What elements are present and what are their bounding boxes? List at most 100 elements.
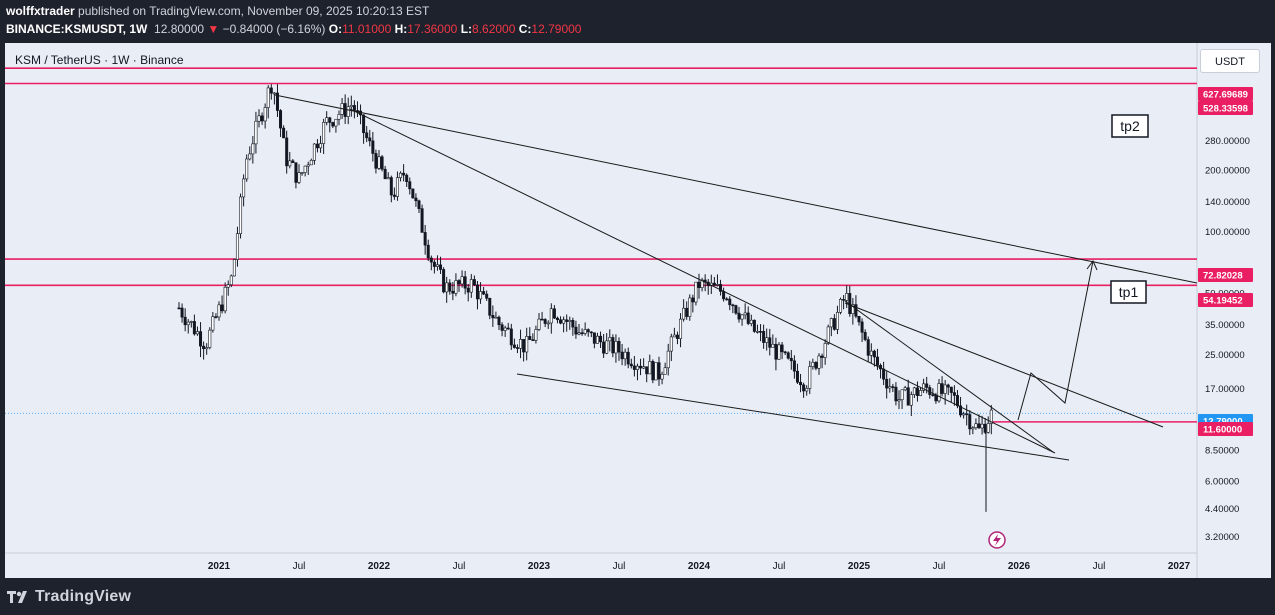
y-tick-label: 8.50000 bbox=[1205, 445, 1239, 456]
candle-body bbox=[500, 324, 504, 331]
trendline-upper[interactable] bbox=[274, 94, 1198, 284]
candle-body bbox=[875, 356, 879, 366]
candle-body bbox=[525, 336, 529, 353]
candle-body bbox=[611, 337, 615, 354]
currency-selector[interactable]: USDT bbox=[1200, 49, 1260, 73]
candle-body bbox=[346, 106, 350, 117]
price-label-box bbox=[1198, 293, 1253, 307]
last-price: 12.80000 bbox=[154, 22, 205, 36]
candle-body bbox=[285, 137, 289, 167]
candle-body bbox=[731, 304, 735, 307]
close-value: 12.79000 bbox=[531, 22, 582, 36]
candle-body bbox=[395, 177, 399, 197]
candle-body bbox=[405, 174, 409, 182]
trendline-fast[interactable] bbox=[844, 300, 1054, 453]
candle-body bbox=[835, 312, 839, 330]
candle-body bbox=[574, 326, 578, 335]
open-value: 11.01000 bbox=[342, 22, 392, 36]
candle-body bbox=[217, 304, 221, 318]
candle-body bbox=[294, 162, 298, 183]
candle-body bbox=[842, 299, 846, 301]
y-tick-label: 6.00000 bbox=[1205, 476, 1239, 487]
candle-body bbox=[211, 316, 215, 331]
lightning-glyph bbox=[993, 534, 1001, 546]
y-tick-label: 280.00000 bbox=[1205, 136, 1250, 147]
candle-body bbox=[266, 87, 270, 108]
candle-body bbox=[688, 297, 692, 317]
candle-body bbox=[592, 332, 596, 344]
candle-body bbox=[183, 316, 187, 326]
candle-body bbox=[220, 304, 224, 312]
trendline-support[interactable] bbox=[516, 373, 1070, 461]
candle-body bbox=[952, 392, 956, 396]
candle-body bbox=[802, 384, 806, 392]
candle-body bbox=[617, 341, 621, 353]
candle-body bbox=[223, 286, 227, 312]
candle-body bbox=[469, 279, 473, 293]
y-tick-label: 140.00000 bbox=[1205, 197, 1250, 208]
candle-body bbox=[442, 269, 446, 293]
candle-body bbox=[235, 233, 239, 260]
annotation-tp2: tp2 bbox=[1120, 118, 1140, 134]
candle-body bbox=[728, 298, 732, 306]
candle-body bbox=[512, 344, 516, 348]
tradingview-brand[interactable]: TradingView bbox=[35, 588, 132, 605]
candle-body bbox=[186, 321, 190, 326]
trendline-resistance[interactable] bbox=[844, 302, 1164, 428]
candle-body bbox=[897, 399, 901, 402]
candle-body bbox=[386, 177, 390, 180]
candle-body bbox=[328, 117, 332, 123]
candle-body bbox=[725, 298, 729, 301]
ohlc-line: BINANCE:KSMUSDT, 1W 12.80000 ▼ −0.84000 … bbox=[6, 22, 581, 36]
candle-body bbox=[694, 281, 698, 303]
candle-body bbox=[768, 337, 772, 348]
candle-body bbox=[562, 319, 566, 324]
candle-body bbox=[282, 127, 286, 139]
candle-body bbox=[549, 308, 553, 324]
candle-body bbox=[968, 414, 972, 430]
candle-body bbox=[851, 304, 855, 314]
candle-body bbox=[912, 387, 916, 395]
candle-body bbox=[257, 115, 261, 122]
candle-body bbox=[275, 92, 279, 111]
candle-body bbox=[343, 103, 347, 117]
x-tick-label: 2022 bbox=[368, 561, 391, 572]
candle-body bbox=[789, 357, 793, 362]
candle-body bbox=[380, 156, 384, 170]
candle-body bbox=[466, 287, 470, 293]
candle-body bbox=[192, 321, 196, 335]
candle-body bbox=[472, 279, 476, 286]
chart-canvas[interactable]: 400.00000280.00000200.00000140.00000100.… bbox=[5, 43, 1271, 578]
candle-body bbox=[774, 343, 778, 360]
candle-body bbox=[260, 115, 264, 122]
candle-body bbox=[860, 321, 864, 333]
candle-body bbox=[543, 319, 547, 324]
candle-body bbox=[866, 339, 870, 356]
projection-path[interactable] bbox=[1017, 260, 1094, 421]
candle-body bbox=[931, 394, 935, 396]
candle-body bbox=[522, 339, 526, 353]
candle-body bbox=[826, 326, 830, 344]
candle-body bbox=[620, 351, 624, 360]
candle-body bbox=[488, 297, 492, 316]
y-tick-label: 4.40000 bbox=[1205, 504, 1239, 515]
candle-body bbox=[799, 381, 803, 386]
trendline-mid[interactable] bbox=[349, 108, 1056, 454]
price-label-box bbox=[1198, 87, 1253, 101]
candle-body bbox=[297, 172, 301, 183]
candle-body bbox=[697, 281, 701, 288]
annotation-box-tp2[interactable] bbox=[1111, 114, 1149, 138]
chart-frame[interactable]: 400.00000280.00000200.00000140.00000100.… bbox=[5, 43, 1271, 578]
candle-body bbox=[962, 413, 966, 416]
author-name[interactable]: wolffxtrader bbox=[6, 4, 75, 18]
plot-background bbox=[5, 43, 1271, 578]
annotation-box-tp1[interactable] bbox=[1110, 280, 1147, 304]
candle-body bbox=[451, 290, 455, 294]
candle-body bbox=[752, 319, 756, 332]
x-tick-label: Jul bbox=[453, 561, 466, 572]
candle-body bbox=[205, 347, 209, 350]
candle-body bbox=[537, 318, 541, 330]
candle-body bbox=[955, 395, 959, 407]
candle-body bbox=[331, 122, 335, 127]
candle-body bbox=[383, 168, 387, 180]
